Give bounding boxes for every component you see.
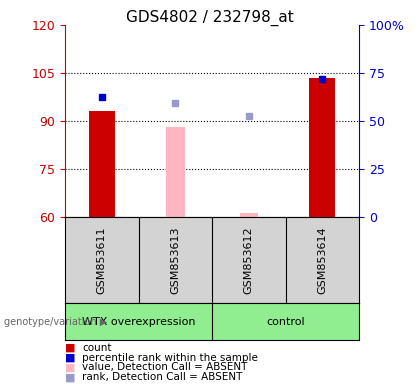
Bar: [65, 303, 212, 340]
Text: control: control: [266, 316, 305, 327]
Text: WTX overexpression: WTX overexpression: [82, 316, 195, 327]
Text: GDS4802 / 232798_at: GDS4802 / 232798_at: [126, 10, 294, 26]
Bar: [166, 127, 184, 217]
Text: ■: ■: [65, 372, 76, 382]
Text: GSM853611: GSM853611: [97, 227, 107, 294]
Text: GSM853613: GSM853613: [171, 227, 180, 294]
Text: ■: ■: [65, 362, 76, 372]
Text: genotype/variation ▶: genotype/variation ▶: [4, 316, 108, 327]
Text: rank, Detection Call = ABSENT: rank, Detection Call = ABSENT: [82, 372, 242, 382]
Text: GSM853612: GSM853612: [244, 226, 254, 294]
Bar: [240, 213, 258, 217]
Text: value, Detection Call = ABSENT: value, Detection Call = ABSENT: [82, 362, 247, 372]
Text: ■: ■: [65, 353, 76, 362]
Text: ■: ■: [65, 343, 76, 353]
Bar: [89, 111, 115, 217]
Bar: [212, 303, 359, 340]
Bar: [310, 78, 335, 217]
Text: count: count: [82, 343, 111, 353]
Text: percentile rank within the sample: percentile rank within the sample: [82, 353, 258, 362]
Text: GSM853614: GSM853614: [318, 226, 327, 294]
